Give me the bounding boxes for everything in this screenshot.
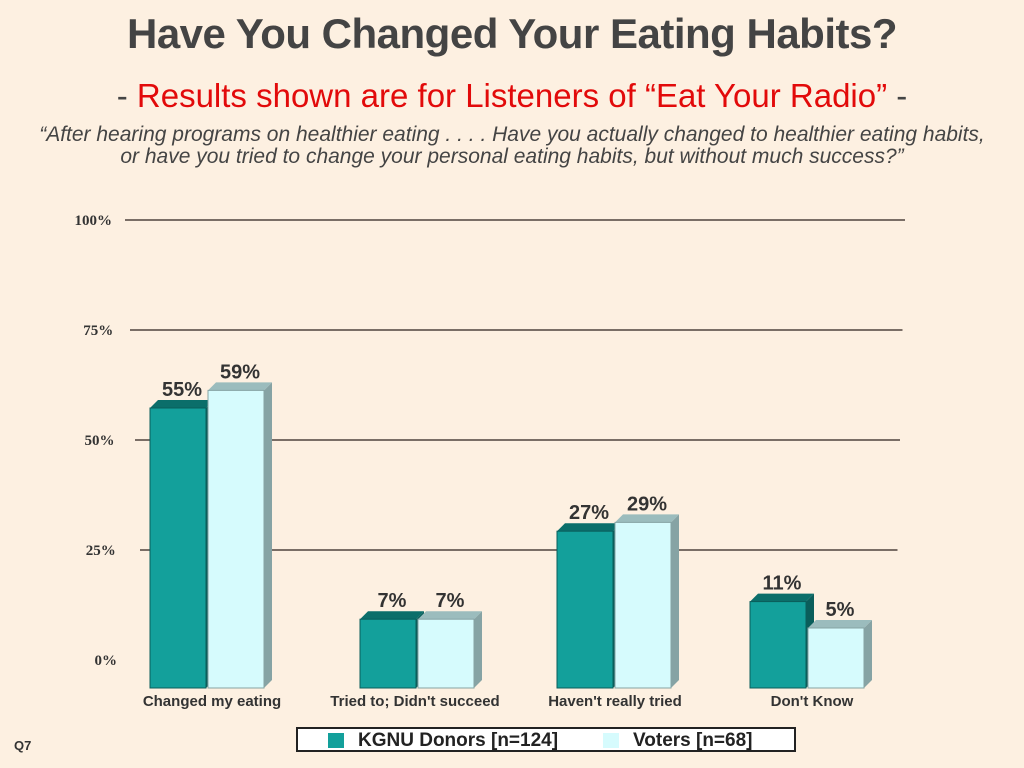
survey-question: “After hearing programs on healthier eat… bbox=[39, 123, 985, 168]
y-tick-label: 25% bbox=[86, 543, 116, 559]
legend-label-donors: KGNU Donors [n=124] bbox=[358, 730, 559, 751]
y-tick-label: 75% bbox=[83, 323, 113, 339]
data-label: 5% bbox=[826, 599, 855, 621]
bar-top bbox=[360, 611, 424, 620]
data-label: 7% bbox=[378, 590, 407, 612]
bar-voters bbox=[807, 627, 865, 689]
bar-top bbox=[750, 593, 814, 602]
y-tick-label: 0% bbox=[95, 653, 118, 669]
data-label: 59% bbox=[220, 361, 260, 383]
bar-donors bbox=[556, 530, 614, 689]
page-title: Have You Changed Your Eating Habits? bbox=[126, 10, 898, 57]
bar-voters bbox=[417, 618, 475, 689]
data-label: 11% bbox=[763, 573, 802, 595]
y-tick-label: 50% bbox=[85, 433, 115, 449]
bar-top bbox=[150, 400, 214, 408]
bar-donors bbox=[149, 407, 207, 689]
bar-top bbox=[208, 382, 272, 391]
y-tick-label: 100% bbox=[75, 213, 113, 229]
legend-swatch-donors bbox=[328, 733, 344, 748]
legend-label-voters: Voters [n=68] bbox=[633, 730, 753, 751]
data-label: 7% bbox=[436, 590, 465, 612]
chart-legend: KGNU Donors [n=124] Voters [n=68] bbox=[296, 727, 796, 752]
x-category-label: Haven't really tried bbox=[548, 693, 682, 710]
x-category-label: Changed my eating bbox=[143, 693, 281, 710]
bar-top bbox=[418, 611, 482, 620]
data-label: 55% bbox=[162, 379, 202, 401]
subtitle-text: Results shown are for Listeners of “Eat … bbox=[136, 77, 888, 114]
bar-top bbox=[557, 523, 621, 532]
data-label: 27% bbox=[569, 502, 609, 524]
bar-voters bbox=[614, 521, 672, 689]
subtitle-prefix: - bbox=[116, 77, 137, 114]
bar-voters bbox=[207, 389, 265, 689]
x-category-label: Don't Know bbox=[771, 693, 854, 710]
legend-swatch-voters bbox=[603, 733, 619, 748]
subtitle-suffix: - bbox=[887, 77, 908, 114]
bar-side bbox=[474, 611, 482, 688]
bar-top bbox=[615, 514, 679, 523]
bar-top bbox=[808, 620, 872, 628]
bar-side bbox=[264, 382, 272, 688]
bar-side bbox=[671, 514, 679, 688]
x-category-label: Tried to; Didn't succeed bbox=[330, 693, 499, 710]
bar-donors bbox=[359, 618, 417, 689]
question-number: Q7 bbox=[14, 738, 32, 753]
bar-donors bbox=[749, 601, 807, 689]
subtitle: - Results shown are for Listeners of “Ea… bbox=[0, 77, 1024, 115]
bar-side bbox=[864, 620, 872, 688]
data-label: 29% bbox=[627, 493, 667, 515]
